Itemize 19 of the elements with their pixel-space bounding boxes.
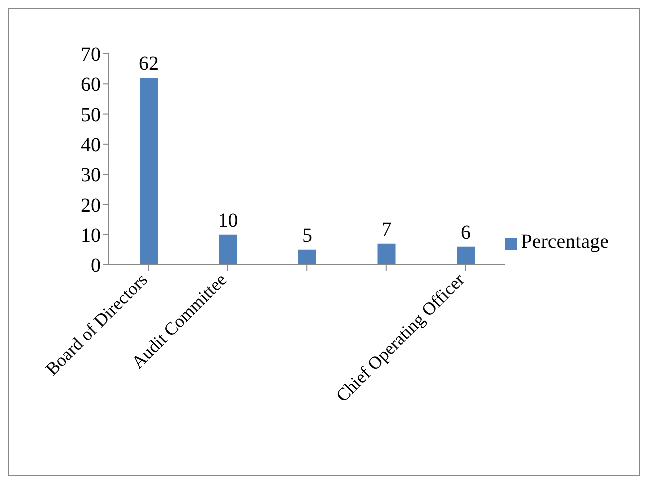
y-tick-label: 50: [81, 104, 101, 126]
y-tick-label: 40: [81, 134, 101, 157]
data-label: 7: [382, 218, 392, 241]
y-tick-label: 70: [81, 44, 101, 66]
legend-label: Percentage: [521, 230, 609, 252]
data-label: 10: [218, 210, 238, 232]
y-tick-label: 0: [91, 255, 101, 278]
bar: [378, 244, 396, 265]
y-tick-label: 20: [81, 194, 101, 217]
bar: [298, 250, 317, 265]
data-label: 62: [139, 53, 159, 76]
y-tick-label: 60: [81, 74, 101, 96]
data-label: 5: [302, 224, 313, 247]
bar: [140, 78, 158, 265]
bar: [219, 234, 238, 265]
y-tick-label: 10: [81, 224, 101, 247]
y-tick-label: 30: [81, 164, 101, 187]
bar: [457, 246, 476, 265]
data-label: 6: [461, 222, 472, 244]
